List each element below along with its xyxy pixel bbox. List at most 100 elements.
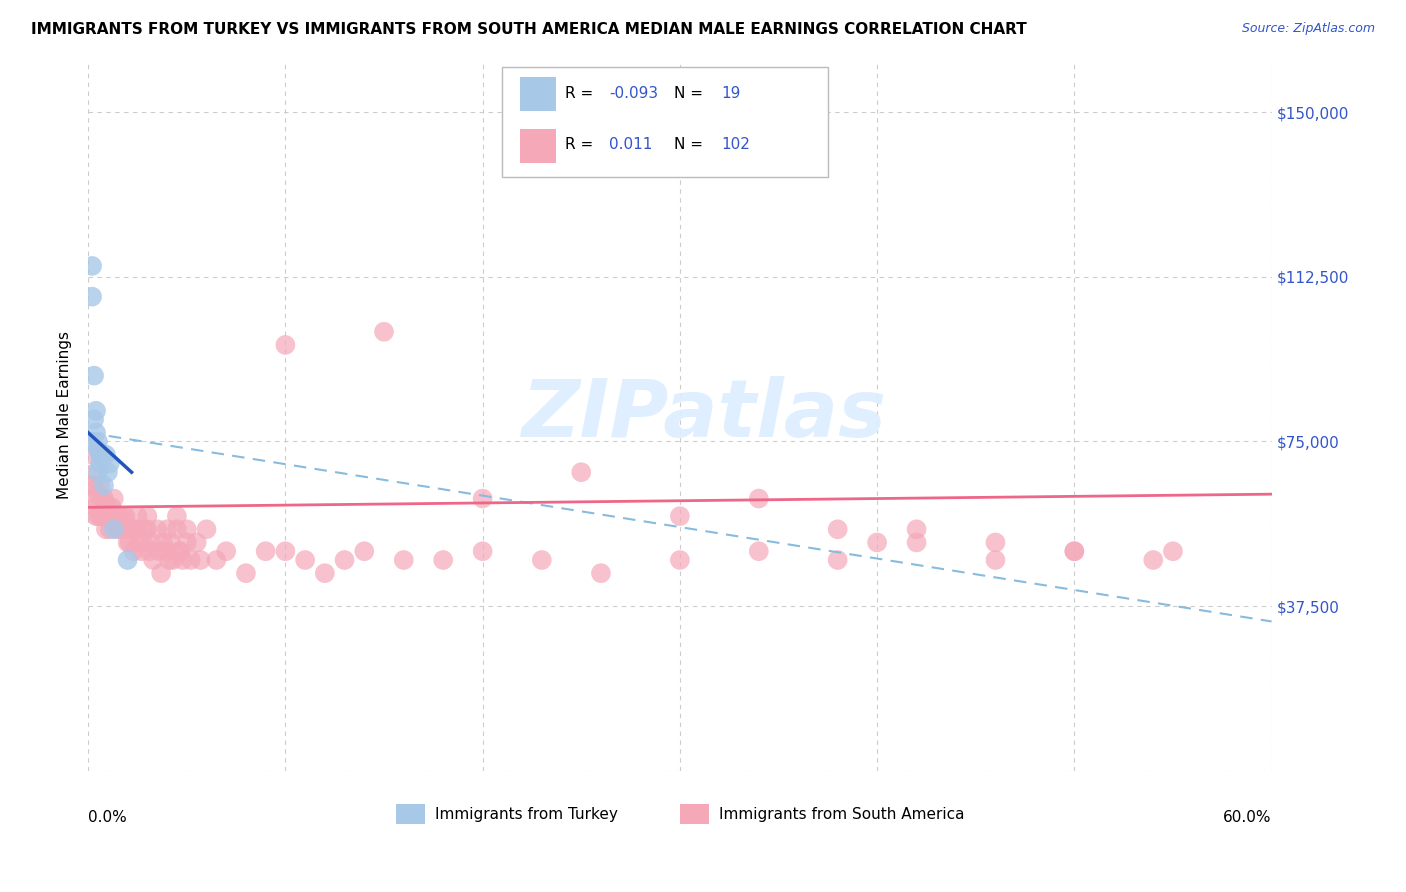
Point (94, 448, 117, 462)
Point (167, 544, 190, 558)
Point (89, 509, 111, 524)
Point (127, 522, 149, 536)
Point (170, 544, 193, 558)
Point (905, 535, 928, 549)
Point (82, 290, 104, 304)
Point (373, 325, 395, 339)
Text: 0.0%: 0.0% (89, 810, 127, 825)
Point (89, 478, 111, 492)
Text: 60.0%: 60.0% (1223, 810, 1271, 825)
Bar (681, 804, 710, 824)
Point (128, 535, 150, 549)
Point (176, 535, 198, 549)
Point (84, 403, 107, 417)
Point (156, 522, 179, 536)
Point (79, 434, 101, 449)
Point (103, 522, 125, 536)
Point (87, 434, 110, 449)
Point (103, 509, 125, 524)
Point (87, 487, 110, 501)
Bar (520, 128, 555, 162)
Point (98, 522, 121, 536)
Point (392, 553, 415, 567)
Point (827, 522, 849, 536)
Text: 19: 19 (721, 86, 741, 101)
Point (157, 553, 180, 567)
Point (235, 566, 257, 581)
Point (89, 457, 111, 471)
Point (146, 522, 169, 536)
Point (669, 553, 692, 567)
Point (176, 522, 198, 536)
Point (82, 259, 104, 273)
Point (87, 509, 110, 524)
Point (84, 509, 107, 524)
Point (98, 457, 121, 471)
Point (84, 425, 107, 440)
Point (134, 522, 156, 536)
Point (294, 553, 316, 567)
Point (274, 338, 297, 352)
Point (254, 544, 277, 558)
Point (827, 553, 849, 567)
Point (111, 522, 134, 536)
Point (471, 491, 494, 506)
Text: 102: 102 (721, 137, 751, 153)
Point (118, 535, 141, 549)
Text: N =: N = (673, 86, 707, 101)
Point (1142, 553, 1164, 567)
Point (166, 522, 188, 536)
Point (866, 535, 889, 549)
Point (91, 509, 114, 524)
Point (172, 553, 194, 567)
Point (107, 509, 129, 524)
Point (84, 465, 107, 479)
Point (97, 500, 120, 515)
Point (748, 544, 770, 558)
Point (186, 535, 208, 549)
Point (136, 509, 159, 524)
Point (87, 443, 110, 458)
Point (122, 544, 145, 558)
Text: N =: N = (673, 137, 707, 153)
Point (93, 509, 115, 524)
Point (984, 553, 1007, 567)
Point (79, 491, 101, 506)
Point (114, 509, 136, 524)
Text: Immigrants from South America: Immigrants from South America (718, 806, 965, 822)
Point (215, 544, 238, 558)
Point (589, 566, 612, 581)
Point (274, 544, 297, 558)
Point (127, 509, 149, 524)
Point (150, 566, 173, 581)
Text: R =: R = (565, 137, 598, 153)
Text: 0.011: 0.011 (609, 137, 652, 153)
Point (166, 509, 188, 524)
Point (83, 412, 105, 426)
Text: Immigrants from Turkey: Immigrants from Turkey (434, 806, 617, 822)
Point (195, 522, 218, 536)
Point (141, 535, 163, 549)
Point (160, 535, 183, 549)
Text: IMMIGRANTS FROM TURKEY VS IMMIGRANTS FROM SOUTH AMERICA MEDIAN MALE EARNINGS COR: IMMIGRANTS FROM TURKEY VS IMMIGRANTS FRO… (31, 22, 1026, 37)
Bar (396, 804, 426, 824)
Text: ZIPatlas: ZIPatlas (522, 376, 886, 454)
Point (1063, 544, 1085, 558)
Point (205, 553, 228, 567)
Point (103, 491, 125, 506)
Point (190, 553, 212, 567)
Point (117, 535, 139, 549)
Point (138, 544, 160, 558)
Point (124, 522, 146, 536)
Point (530, 553, 553, 567)
Point (136, 522, 159, 536)
Point (117, 522, 139, 536)
Point (101, 500, 124, 515)
Point (97, 465, 120, 479)
Point (93, 491, 115, 506)
Point (569, 465, 592, 479)
Point (97, 509, 120, 524)
Point (333, 553, 356, 567)
Point (131, 544, 153, 558)
Point (162, 553, 184, 567)
